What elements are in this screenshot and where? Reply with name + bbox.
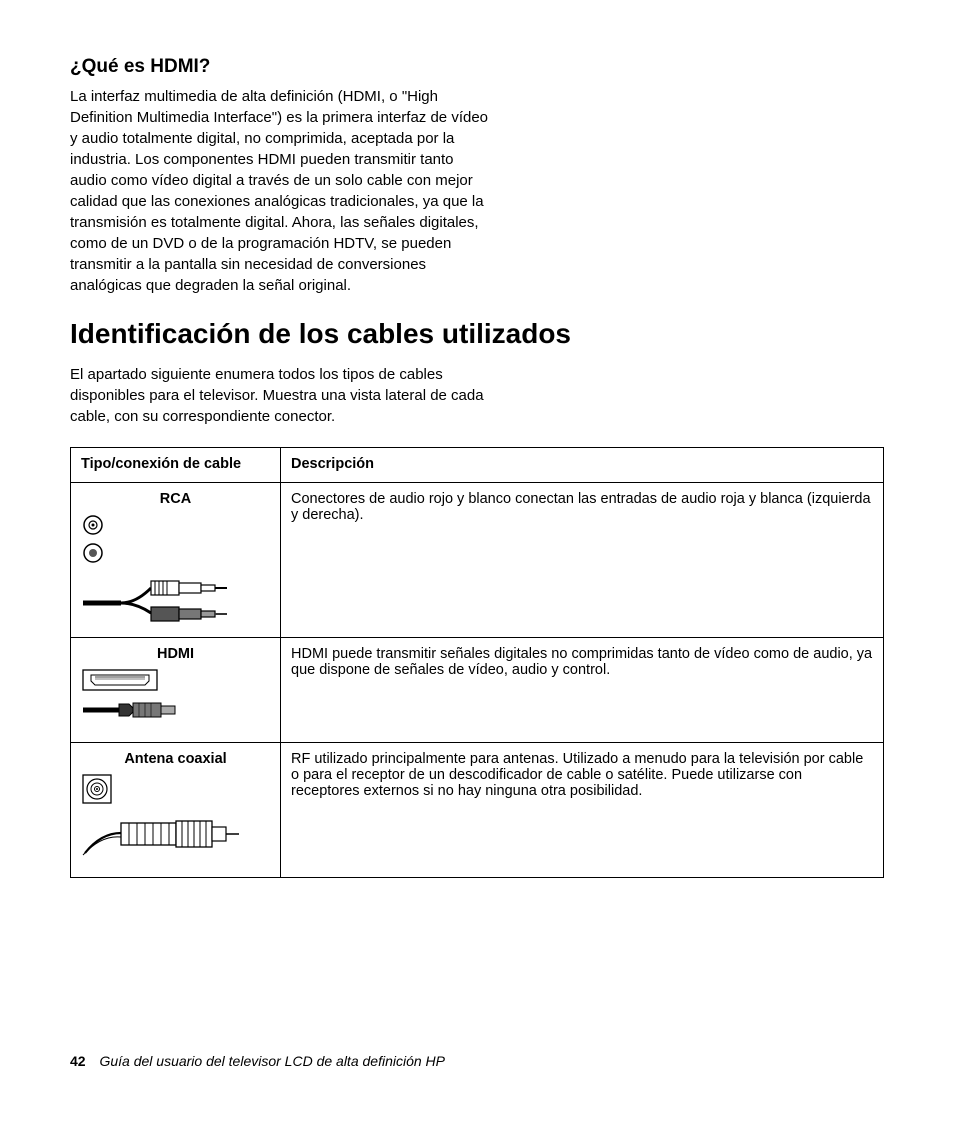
- table-header-type: Tipo/conexión de cable: [71, 448, 281, 483]
- table-row: Antena coaxial: [71, 743, 884, 878]
- cell-hdmi-desc: HDMI puede transmitir señales digitales …: [281, 638, 884, 743]
- cell-rca-type: RCA: [71, 483, 281, 638]
- hdmi-cable-icon: [81, 668, 270, 732]
- table-header-row: Tipo/conexión de cable Descripción: [71, 448, 884, 483]
- document-page: ¿Qué es HDMI? La interfaz multimedia de …: [0, 0, 954, 1123]
- cell-hdmi-type: HDMI: [71, 638, 281, 743]
- table-row: RCA: [71, 483, 884, 638]
- table-header-desc: Descripción: [281, 448, 884, 483]
- hdmi-label: HDMI: [81, 646, 270, 662]
- rca-cable-icon: [81, 513, 270, 627]
- cable-table: Tipo/conexión de cable Descripción RCA: [70, 447, 884, 878]
- cell-coax-type: Antena coaxial: [71, 743, 281, 878]
- cell-coax-desc: RF utilizado principalmente para antenas…: [281, 743, 884, 878]
- cell-rca-desc: Conectores de audio rojo y blanco conect…: [281, 483, 884, 638]
- hdmi-subheading: ¿Qué es HDMI?: [70, 56, 884, 78]
- cables-main-heading: Identificación de los cables utilizados: [70, 318, 884, 350]
- page-number: 42: [70, 1053, 86, 1069]
- page-footer: 42 Guía del usuario del televisor LCD de…: [70, 1053, 445, 1069]
- coax-label: Antena coaxial: [81, 751, 270, 767]
- table-row: HDMI: [71, 638, 884, 743]
- hdmi-body-text: La interfaz multimedia de alta definició…: [70, 86, 490, 296]
- coax-cable-icon: [81, 773, 270, 867]
- rca-label: RCA: [81, 491, 270, 507]
- footer-title: Guía del usuario del televisor LCD de al…: [99, 1053, 445, 1069]
- cables-intro-text: El apartado siguiente enumera todos los …: [70, 364, 490, 427]
